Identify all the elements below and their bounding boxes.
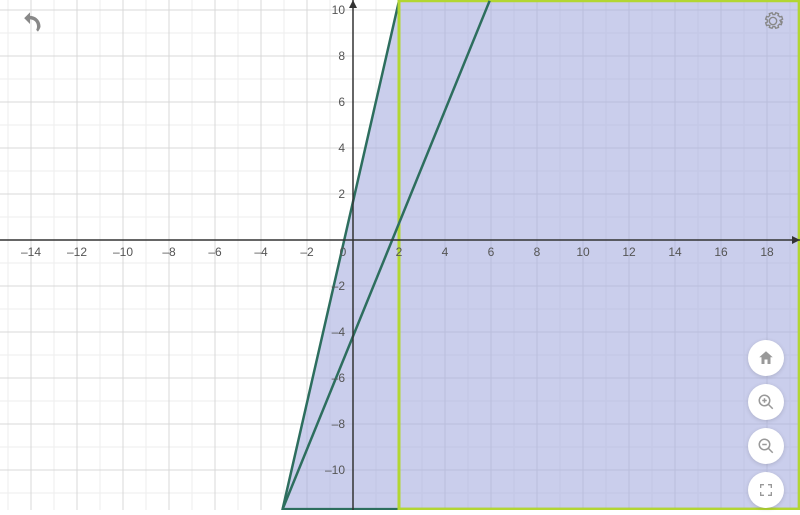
- axis-tick-label: –2: [300, 245, 314, 259]
- axis-tick-label: 0: [340, 245, 347, 259]
- axis-tick-label: 18: [760, 245, 774, 259]
- settings-button[interactable]: [762, 10, 784, 37]
- axis-tick-label: 12: [622, 245, 636, 259]
- graph-area[interactable]: –14 –12 –10 –8 –6 –4 –2 0 2 4 6 8 10 12 14 16 18 –10 –8 –6 –…: [0, 0, 800, 510]
- zoom-in-icon: [757, 393, 775, 411]
- axis-tick-label: 8: [338, 49, 345, 63]
- axis-tick-label: –10: [113, 245, 133, 259]
- axis-tick-label: –10: [325, 463, 345, 477]
- axis-tick-label: 16: [714, 245, 728, 259]
- gear-icon: [762, 10, 784, 32]
- undo-button[interactable]: [16, 10, 44, 43]
- home-button[interactable]: [748, 340, 784, 376]
- axis-tick-label: –6: [208, 245, 222, 259]
- axis-tick-label: 2: [396, 245, 403, 259]
- axis-tick-label: –12: [67, 245, 87, 259]
- zoom-out-button[interactable]: [748, 428, 784, 464]
- axis-tick-label: 14: [668, 245, 682, 259]
- axis-tick-label: –14: [21, 245, 41, 259]
- home-icon: [757, 349, 775, 367]
- axis-tick-label: 10: [332, 3, 346, 17]
- zoom-out-icon: [757, 437, 775, 455]
- axis-tick-label: 6: [338, 95, 345, 109]
- fullscreen-button[interactable]: [748, 472, 784, 508]
- zoom-in-button[interactable]: [748, 384, 784, 420]
- coordinate-plane[interactable]: –14 –12 –10 –8 –6 –4 –2 0 2 4 6 8 10 12 14 16 18 –10 –8 –6 –…: [0, 0, 800, 510]
- axis-tick-label: –8: [332, 417, 346, 431]
- axis-tick-label: 6: [488, 245, 495, 259]
- axis-tick-label: –4: [332, 325, 346, 339]
- axis-tick-label: 4: [338, 141, 345, 155]
- fullscreen-icon: [758, 482, 774, 498]
- axis-tick-label: 4: [442, 245, 449, 259]
- axis-tick-label: –6: [332, 371, 346, 385]
- axis-tick-label: –4: [254, 245, 268, 259]
- axis-tick-label: 2: [338, 187, 345, 201]
- axis-tick-label: 10: [576, 245, 590, 259]
- axis-tick-label: 8: [534, 245, 541, 259]
- axis-tick-label: –8: [162, 245, 176, 259]
- undo-icon: [16, 10, 44, 38]
- axis-tick-label: –2: [332, 279, 346, 293]
